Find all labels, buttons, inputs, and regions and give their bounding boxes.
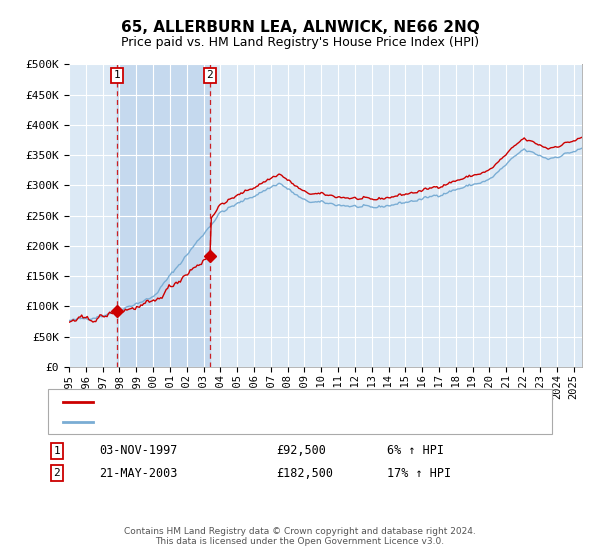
Text: 03-NOV-1997: 03-NOV-1997 (99, 444, 178, 458)
Text: 6% ↑ HPI: 6% ↑ HPI (387, 444, 444, 458)
Text: 17% ↑ HPI: 17% ↑ HPI (387, 466, 451, 480)
Text: £182,500: £182,500 (276, 466, 333, 480)
Text: 21-MAY-2003: 21-MAY-2003 (99, 466, 178, 480)
Text: 65, ALLERBURN LEA, ALNWICK, NE66 2NQ: 65, ALLERBURN LEA, ALNWICK, NE66 2NQ (121, 20, 479, 35)
Text: 2: 2 (53, 468, 61, 478)
Text: 2: 2 (206, 71, 214, 81)
Bar (117, 64, 210, 367)
Text: £92,500: £92,500 (276, 444, 326, 458)
Text: 1: 1 (53, 446, 61, 456)
Text: 65, ALLERBURN LEA, ALNWICK, NE66 2NQ (detached house): 65, ALLERBURN LEA, ALNWICK, NE66 2NQ (de… (99, 396, 457, 407)
Text: 1: 1 (113, 71, 120, 81)
Text: Price paid vs. HM Land Registry's House Price Index (HPI): Price paid vs. HM Land Registry's House … (121, 36, 479, 49)
Text: HPI: Average price, detached house, Northumberland: HPI: Average price, detached house, Nort… (99, 417, 437, 427)
Text: Contains HM Land Registry data © Crown copyright and database right 2024.
This d: Contains HM Land Registry data © Crown c… (124, 526, 476, 546)
